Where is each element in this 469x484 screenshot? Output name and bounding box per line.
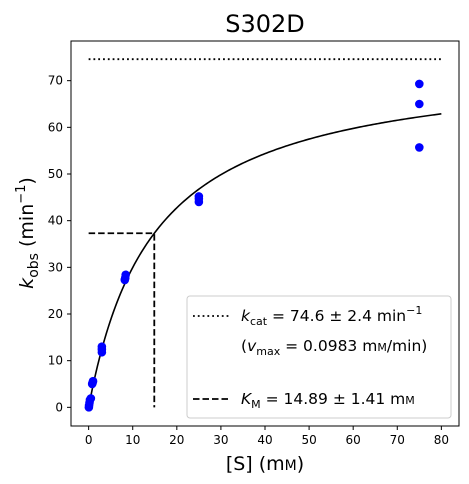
y-axis-label: kobs (min−1) — [14, 177, 42, 289]
x-tick-label: 50 — [301, 433, 316, 447]
data-point — [415, 99, 424, 109]
x-tick-label: 70 — [390, 433, 405, 447]
chart-title: S302D — [225, 10, 305, 38]
data-point — [88, 376, 98, 386]
x-tick-label: 80 — [434, 433, 449, 447]
legend-kcat-label: kcat = 74.6 ± 2.4 min−1 — [241, 304, 422, 328]
y-tick-label: 10 — [48, 354, 63, 368]
fit-lines — [87, 58, 442, 408]
data-point — [415, 79, 424, 89]
x-tick-label: 10 — [125, 433, 140, 447]
x-axis-label: [S] (mM) — [226, 453, 304, 475]
x-tick-label: 60 — [346, 433, 361, 447]
x-axis-ticks: 0 10 20 30 40 50 60 70 80 — [85, 426, 449, 447]
x-tick-label: 30 — [213, 433, 228, 447]
x-tick-label: 20 — [169, 433, 184, 447]
y-tick-label: 40 — [48, 214, 63, 228]
data-point — [86, 394, 96, 403]
y-tick-label: 20 — [48, 307, 63, 321]
x-tick-label: 0 — [85, 433, 93, 447]
legend-km-label: KM = 14.89 ± 1.41 mM — [241, 390, 415, 411]
data-point — [121, 270, 130, 280]
legend: kcat = 74.6 ± 2.4 min−1 (vmax = 0.0983 m… — [186, 295, 452, 419]
y-tick-label: 30 — [48, 260, 63, 274]
data-point — [415, 143, 424, 152]
y-tick-label: 0 — [55, 400, 63, 414]
y-axis-ticks: 0 10 20 30 40 50 60 70 — [48, 74, 71, 414]
x-tick-label: 40 — [257, 433, 272, 447]
y-tick-label: 70 — [48, 74, 63, 88]
legend-box — [186, 295, 452, 419]
data-point — [97, 342, 107, 351]
legend-vmax-label: (vmax = 0.0983 mM/min) — [241, 337, 427, 358]
km-guide-line — [88, 232, 156, 408]
data-points — [84, 79, 424, 412]
y-tick-label: 60 — [48, 120, 63, 134]
fit-curve — [87, 113, 442, 408]
data-point — [194, 192, 204, 201]
y-tick-label: 50 — [48, 167, 63, 181]
